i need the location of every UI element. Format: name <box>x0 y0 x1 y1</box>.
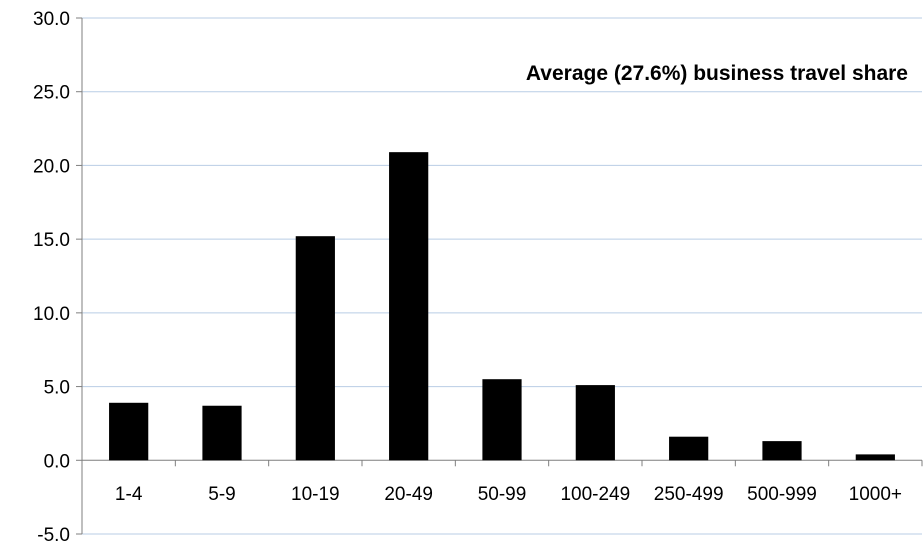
y-tick-label: 15.0 <box>33 230 70 251</box>
bar-500-999 <box>762 441 802 461</box>
x-tick-label: 250-499 <box>654 484 724 505</box>
bar-10-19 <box>295 236 335 461</box>
y-tick-label: 30.0 <box>33 9 70 30</box>
gridlines <box>82 17 922 535</box>
bar-1-4 <box>109 402 149 461</box>
x-tick-label: 500-999 <box>747 484 817 505</box>
bar-250-499 <box>669 436 709 461</box>
x-tick-label: 50-99 <box>478 484 527 505</box>
y-tick-labels: -5.0 0.0 5.0 10.0 15.0 20.0 25.0 30.0 <box>33 9 70 546</box>
chart-title: Average (27.6%) business travel share <box>526 62 908 85</box>
x-tick-label: 5-9 <box>208 484 235 505</box>
bar-1000+ <box>855 454 895 461</box>
y-tick-label: 10.0 <box>33 304 70 325</box>
bar-5-9 <box>202 405 242 461</box>
x-tick-label: 10-19 <box>291 484 340 505</box>
y-tick-label: 20.0 <box>33 156 70 177</box>
x-tick-label: 100-249 <box>560 484 630 505</box>
y-tick-label: 25.0 <box>33 83 70 104</box>
x-tick-label: 20-49 <box>384 484 433 505</box>
x-tick-labels: 1-4 5-9 10-19 20-49 50-99 100-249 250-499 500-9… <box>115 484 902 505</box>
bar-50-99 <box>482 379 522 461</box>
y-tick-label: 5.0 <box>44 378 70 399</box>
x-tick-label: 1-4 <box>115 484 143 505</box>
bars <box>109 152 895 461</box>
bar-100-249 <box>575 385 615 461</box>
x-tick-label: 1000+ <box>849 484 902 505</box>
bar-20-49 <box>389 152 429 461</box>
y-tick-label: 0.0 <box>44 451 70 472</box>
y-tick-label: -5.0 <box>37 525 70 546</box>
